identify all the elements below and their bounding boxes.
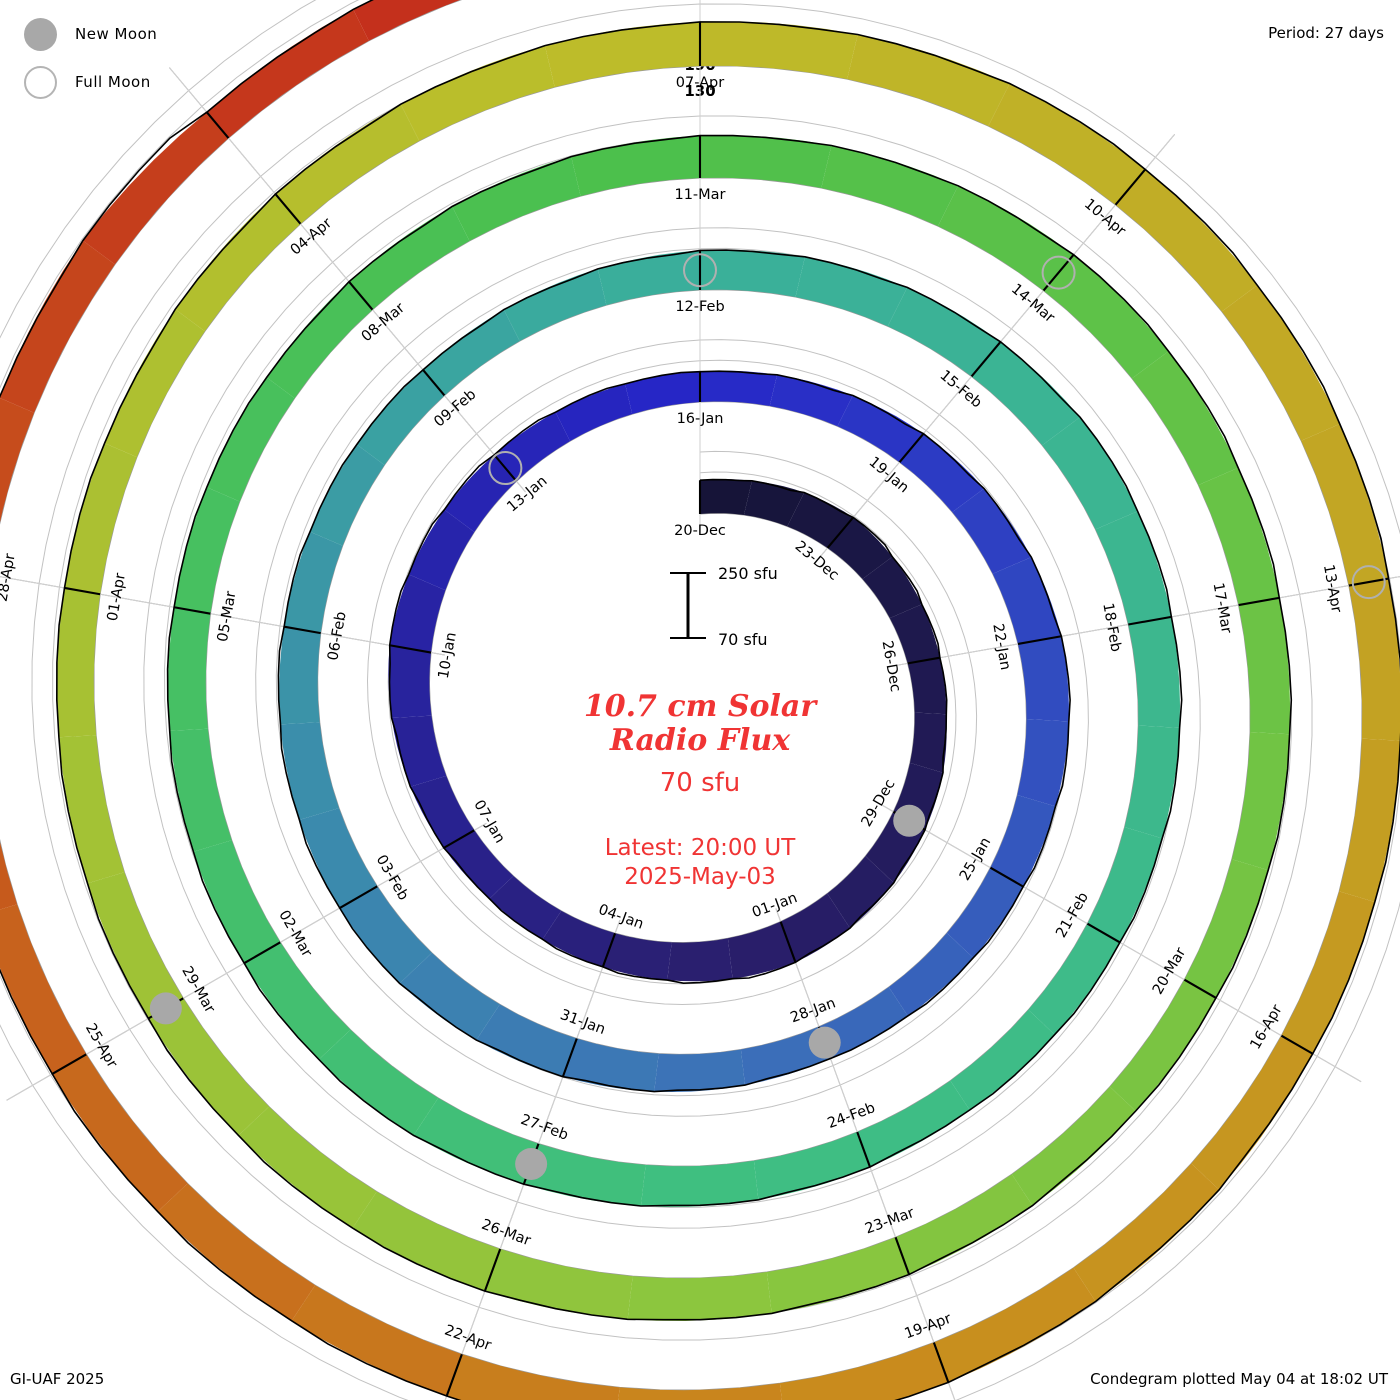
spiral-date-label: 12-Feb (675, 299, 724, 315)
spiral-date-label: 16-Jan (677, 411, 724, 427)
legend-label-full-moon: Full Moon (75, 73, 151, 91)
full-moon-marker (683, 253, 717, 288)
spiral-date-label: 17-Mar (1210, 582, 1235, 635)
credit-label: GI-UAF 2025 (10, 1370, 105, 1388)
scale-bar: 250 sfu 70 sfu (670, 564, 778, 649)
moon-phase-markers (149, 253, 1386, 1180)
full-moon-marker (1041, 255, 1076, 290)
new-moon-marker (149, 992, 182, 1025)
legend-item-new-moon: New Moon (24, 10, 157, 58)
new-moon-marker (515, 1147, 548, 1180)
full-moon-icon (24, 65, 57, 99)
spiral-date-label: 10-Jan (436, 631, 460, 680)
scale-bar-bottom-label: 70 sfu (718, 630, 768, 649)
moon-phase-legend: New Moon Full Moon (24, 10, 157, 106)
legend-item-full-moon: Full Moon (24, 58, 157, 106)
new-moon-icon (24, 17, 57, 51)
spiral-date-label: 31-Jan (558, 1007, 607, 1038)
spiral-date-label: 05-Mar (215, 590, 240, 643)
spiral-date-label: 18-Feb (1099, 602, 1123, 653)
full-moon-marker (1351, 565, 1386, 600)
plotted-timestamp: Condegram plotted May 04 at 18:02 UT (1090, 1370, 1388, 1388)
period-label: Period: 27 days (1268, 24, 1384, 42)
scale-bar-top-label: 250 sfu (718, 564, 778, 583)
spiral-date-label: 01-Apr (105, 572, 129, 623)
spiral-date-label: 22-Jan (989, 622, 1013, 671)
full-moon-marker (488, 451, 523, 486)
spiral-date-label: 26-Dec (879, 639, 904, 693)
spiral-date-label: 11-Mar (674, 187, 725, 203)
spiral-date-label: 07-Apr (676, 75, 724, 91)
spiral-date-label: 20-Dec (674, 523, 726, 539)
spiral-date-label: 28-Apr (0, 552, 19, 603)
spiral-date-label: 06-Feb (325, 610, 349, 661)
spiral-date-label: 13-Apr (1320, 563, 1344, 614)
spiral-date-label: 04-Jan (596, 902, 645, 933)
new-moon-marker (808, 1026, 841, 1059)
new-moon-marker (893, 804, 926, 837)
legend-label-new-moon: New Moon (75, 25, 158, 43)
